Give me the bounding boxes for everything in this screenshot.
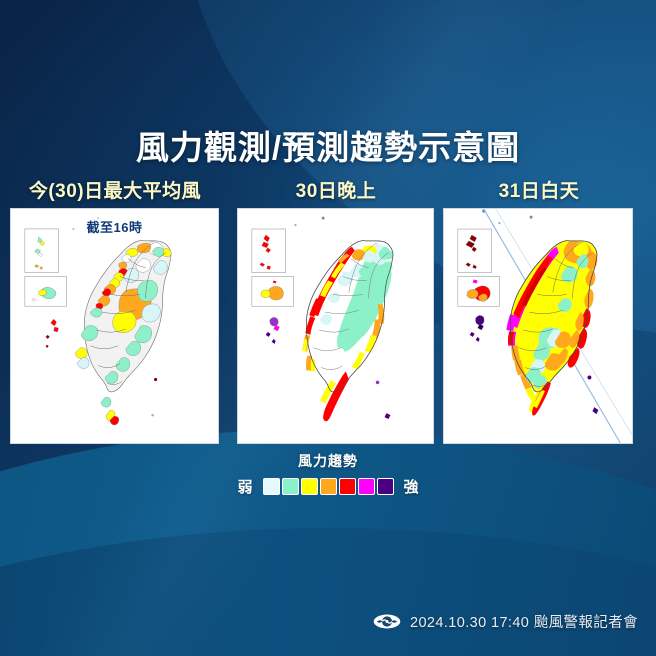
legend-swatch-0: [262, 478, 280, 495]
map-panel-30-evening[interactable]: [237, 208, 434, 444]
legend-strong-label: 強: [403, 479, 419, 496]
inset-islands-penghu: [466, 279, 491, 302]
footer-text: 2024.10.30 17:40 颱風警報記者會: [409, 615, 638, 631]
panel-subtitle-daytime: 31日白天: [498, 181, 580, 202]
legend-swatch-2: [300, 478, 318, 495]
panel-caption-until-16h: 截至16時: [86, 220, 143, 235]
inset-box-matsu: [251, 228, 286, 273]
legend-swatch-5: [357, 478, 375, 495]
inset-islands-matsu: [465, 234, 477, 269]
inset-box-kinmen: [24, 276, 67, 307]
legend-swatch-6: [376, 478, 394, 495]
legend-swatch-1: [281, 478, 299, 495]
offshore-islets: [265, 216, 391, 420]
taiwan-main-island: [302, 240, 394, 422]
taiwan-main-island: [75, 240, 172, 426]
offshore-islets: [469, 215, 599, 415]
taiwan-main-island: [506, 240, 598, 416]
inset-box-matsu: [457, 228, 492, 273]
taiwan-map-today: [24, 217, 172, 426]
background-swoosh-lower: [0, 528, 656, 656]
inset-box-kinmen: [251, 276, 294, 307]
inset-box-kinmen: [457, 276, 500, 307]
panel-subtitle-today: 今(30)日最大平均風: [28, 181, 202, 202]
legend-swatch-3: [319, 478, 337, 495]
page-title: 風力觀測/預測趨勢示意圖: [135, 129, 521, 166]
cwa-oval-logo-icon: [373, 614, 401, 629]
legend-weak-label: 弱: [237, 479, 253, 496]
legend: 風力趨勢 弱 強: [0, 452, 656, 497]
legend-swatches: [262, 478, 394, 495]
panel-subtitle-evening: 30日晚上: [295, 181, 377, 202]
legend-row: 弱 強: [0, 476, 656, 497]
footer: 2024.10.30 17:40 颱風警報記者會: [373, 611, 638, 632]
inset-islands-matsu: [34, 236, 45, 270]
map-panel-31-daytime[interactable]: [443, 208, 633, 444]
inset-islands-penghu: [260, 280, 284, 301]
taiwan-map-evening: [251, 216, 394, 422]
inset-islands-matsu: [259, 234, 271, 270]
inset-box-matsu: [24, 228, 59, 273]
map-panel-today-max-mean-wind[interactable]: 截至16時: [10, 208, 219, 444]
legend-title: 風力趨勢: [298, 453, 358, 469]
taiwan-map-daytime: [457, 209, 632, 443]
legend-swatch-4: [338, 478, 356, 495]
inset-islands-penghu: [31, 287, 57, 302]
